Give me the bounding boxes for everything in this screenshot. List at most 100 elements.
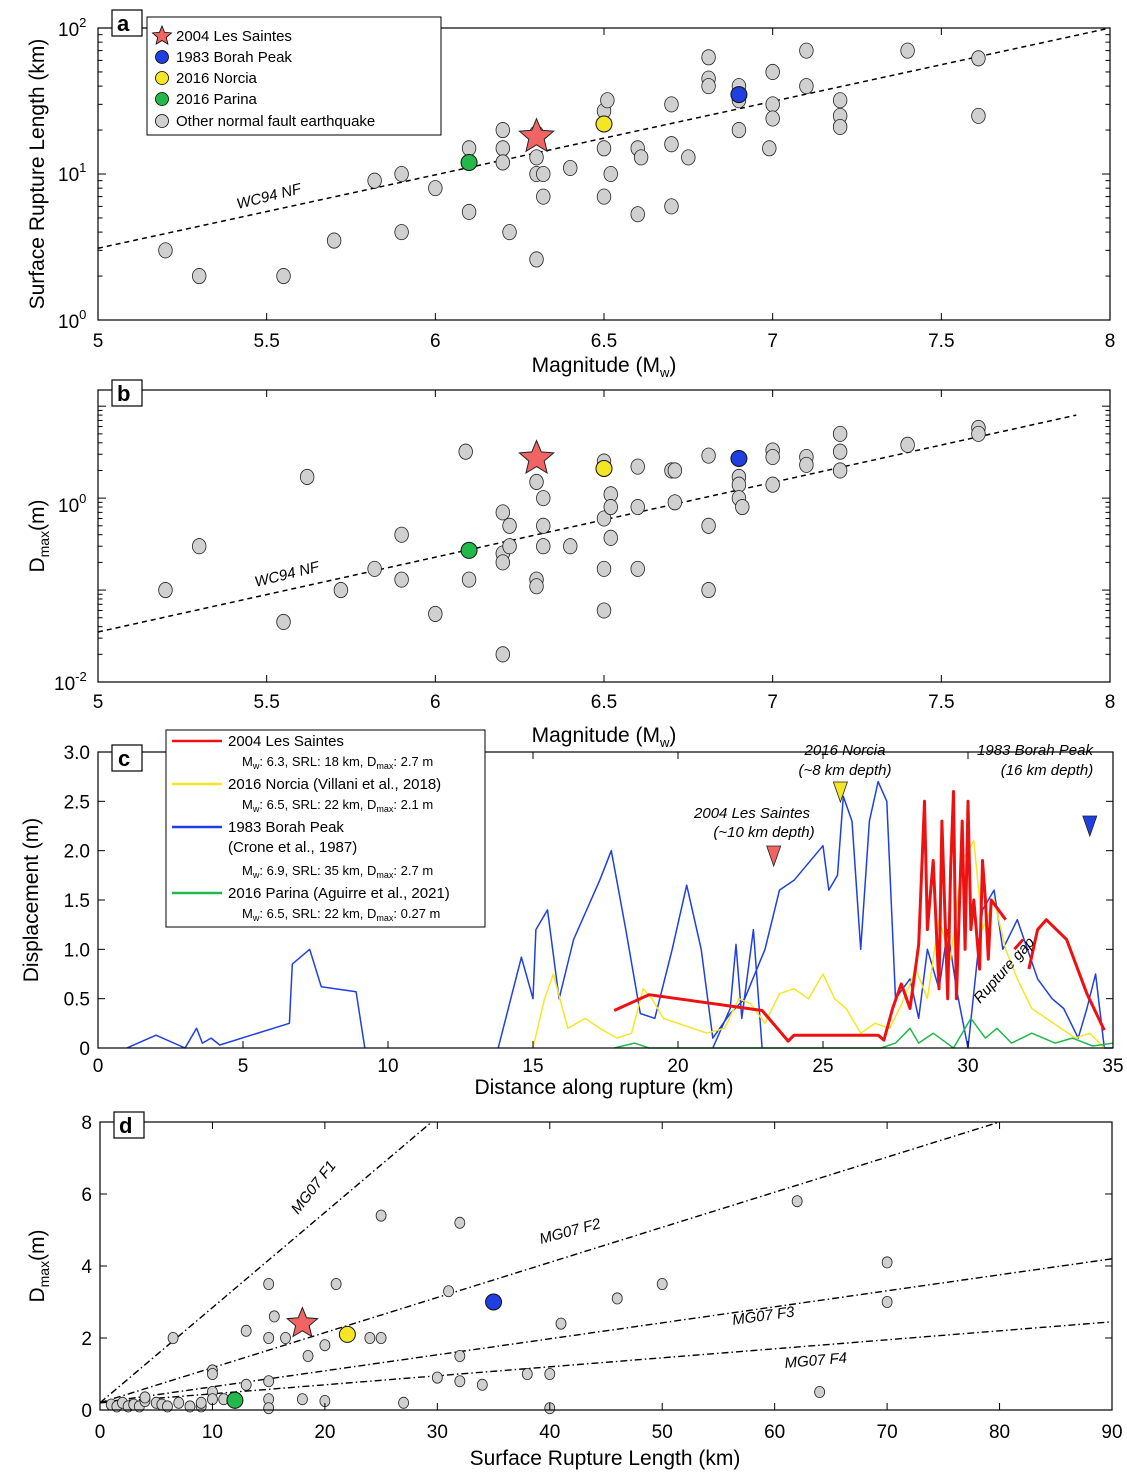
pd-xtick-label-6: 60 bbox=[764, 1422, 785, 1443]
panel-b-ytick-1: 100 bbox=[58, 491, 86, 517]
pa-point-43 bbox=[765, 110, 780, 127]
series-line-2004-les-saintes-1 bbox=[1013, 938, 1025, 951]
pb-point-51 bbox=[832, 462, 848, 479]
pb-point-36 bbox=[667, 494, 683, 511]
pd-point-28 bbox=[263, 1402, 275, 1415]
pd-ytick-label-2: 4 bbox=[81, 1257, 92, 1278]
pd-point-51 bbox=[656, 1278, 668, 1291]
pb-point-29 bbox=[603, 499, 618, 516]
pb-point-48 bbox=[799, 456, 814, 473]
panel-c-xlabel: Distance along rupture (km) bbox=[474, 1076, 733, 1099]
pa-xtick-label-1: 5.5 bbox=[253, 331, 279, 352]
pd-star-2004-les-saintes bbox=[285, 1306, 319, 1338]
pa-point-21 bbox=[563, 159, 578, 176]
regression-line-f2 bbox=[99, 1121, 1000, 1404]
pc-xtick-label-3: 15 bbox=[522, 1056, 543, 1077]
regression-line-f3 bbox=[99, 1258, 1113, 1404]
pa-xtick-label-2: 6 bbox=[430, 331, 441, 352]
pd-point-30 bbox=[280, 1332, 291, 1345]
panel-a-ylabel: Surface Rupture Length (km) bbox=[26, 39, 49, 310]
pa-point-19 bbox=[536, 165, 551, 183]
pa-point-18 bbox=[529, 251, 544, 268]
pb-point-41 bbox=[731, 476, 747, 493]
norcia-marker-label-1: 2016 Norcia bbox=[804, 742, 886, 759]
pb-xtick-label-4: 7 bbox=[767, 692, 778, 713]
pd-point-23 bbox=[240, 1378, 252, 1391]
pa-point-0 bbox=[158, 242, 173, 259]
pb-point-39 bbox=[701, 582, 716, 599]
pa-point-8 bbox=[461, 140, 477, 157]
panel-d-ylabel: Dmax(m) bbox=[26, 1229, 52, 1302]
legend-circle-borah-peak bbox=[155, 50, 169, 64]
pb-point-15 bbox=[502, 517, 517, 534]
norcia-marker-label-2: (~8 km depth) bbox=[799, 762, 892, 779]
pc-xtick-label-0: 0 bbox=[93, 1056, 104, 1077]
pa-xtick-label-6: 8 bbox=[1105, 331, 1116, 352]
panel-b-ytick-0: 10-2 bbox=[54, 669, 87, 695]
pb-point-1 bbox=[191, 538, 207, 555]
pd-point-31 bbox=[296, 1393, 308, 1406]
pc-xtick-label-1: 5 bbox=[238, 1056, 249, 1077]
pa-point-1983-borah-peak bbox=[730, 86, 748, 104]
borah-marker-label-2: (16 km depth) bbox=[1001, 762, 1094, 779]
pd-point-2016-parina bbox=[226, 1391, 244, 1409]
pd-point-32 bbox=[302, 1350, 314, 1363]
pd-point-11 bbox=[167, 1332, 179, 1345]
pa-point-12 bbox=[495, 140, 511, 157]
pa-point-2 bbox=[276, 268, 291, 285]
pd-xtick-label-0: 0 bbox=[95, 1422, 106, 1443]
pa-point-1 bbox=[191, 268, 207, 285]
pa-point-50 bbox=[900, 42, 915, 59]
pc-ytick-label-5: 2.5 bbox=[64, 792, 90, 813]
pd-point-43 bbox=[454, 1350, 466, 1363]
panel-c-letter: c bbox=[111, 744, 143, 772]
regression-label-f4: MG07 F4 bbox=[784, 1350, 848, 1372]
pb-xtick-label-5: 7.5 bbox=[928, 692, 954, 713]
pd-xtick-label-9: 90 bbox=[1101, 1422, 1122, 1443]
depth-marker-2004-les-saintes bbox=[766, 845, 782, 868]
legend-entry-other: Other normal fault earthquake bbox=[176, 113, 375, 130]
pb-point-5 bbox=[367, 560, 382, 577]
pa-point-49 bbox=[832, 118, 848, 135]
pb-point-52 bbox=[900, 436, 915, 453]
pd-point-26 bbox=[263, 1375, 275, 1388]
pd-point-50 bbox=[611, 1292, 623, 1305]
pb-xtick-label-2: 6 bbox=[430, 692, 441, 713]
pa-point-20 bbox=[536, 188, 551, 205]
panel-a-xlabel: Magnitude (Mw) bbox=[532, 354, 677, 380]
pb-point-2 bbox=[276, 613, 291, 630]
pb-point-9 bbox=[458, 443, 473, 460]
pa-point-42 bbox=[765, 96, 780, 113]
panel-b-regression-label: WC94 NF bbox=[253, 558, 322, 591]
pb-point-31 bbox=[630, 458, 645, 475]
pb-point-49 bbox=[832, 425, 848, 442]
pb-point-23 bbox=[563, 538, 578, 555]
pa-point-2016-norcia bbox=[595, 115, 613, 133]
legend-entry-borah-peak: 1983 Borah Peak bbox=[176, 49, 292, 66]
svg-text:c: c bbox=[118, 746, 130, 771]
pb-point-8 bbox=[428, 605, 443, 622]
pc-ytick-label-4: 2.0 bbox=[64, 842, 90, 863]
series-line-1983-borah-peak-1 bbox=[497, 780, 1113, 1049]
legend-circle-parina bbox=[155, 92, 169, 106]
pa-point-44 bbox=[762, 140, 777, 157]
pa-point-28 bbox=[633, 149, 649, 166]
pa-point-6 bbox=[394, 224, 409, 241]
pd-point-37 bbox=[375, 1209, 387, 1222]
pd-point-10 bbox=[162, 1400, 173, 1413]
regression-label-f2: MG07 F2 bbox=[538, 1215, 603, 1248]
regression-line-f1 bbox=[99, 1121, 433, 1404]
pa-star-2004-les-saintes bbox=[518, 117, 555, 153]
series-line-1983-borah-peak-2 bbox=[712, 928, 763, 1049]
pa-point-47 bbox=[832, 92, 848, 109]
pa-point-41 bbox=[765, 63, 780, 80]
legend-circle-norcia bbox=[155, 71, 169, 85]
pb-point-21 bbox=[536, 517, 551, 534]
pa-point-31 bbox=[664, 136, 679, 153]
pb-point-37 bbox=[701, 447, 716, 464]
pb-point-22 bbox=[536, 538, 551, 555]
pd-point-35 bbox=[330, 1278, 342, 1291]
legend-c-les-saintes-details: Mw: 6.3, SRL: 18 km, Dmax: 2.7 m bbox=[242, 754, 433, 771]
pa-point-5 bbox=[394, 165, 409, 183]
pd-point-42 bbox=[454, 1216, 466, 1229]
